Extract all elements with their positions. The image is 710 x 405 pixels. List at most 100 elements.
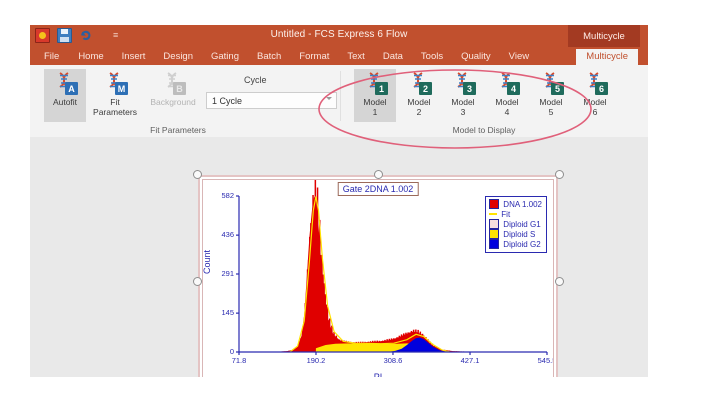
- x-tick-label: 71.8: [231, 356, 247, 365]
- tab-view[interactable]: View: [508, 51, 530, 62]
- app-icon[interactable]: [35, 28, 50, 43]
- dna-b-icon: B: [161, 71, 186, 95]
- cycle-caption: Cycle: [244, 75, 267, 85]
- tab-tools[interactable]: Tools: [420, 51, 444, 62]
- model-1-label-1: Model: [363, 97, 387, 107]
- cycle-select[interactable]: 1 Cycle: [206, 92, 337, 109]
- resize-handle-e[interactable]: [555, 277, 564, 286]
- legend-label-diploid-s: Diploid S: [503, 229, 536, 239]
- model-1-label-2: 1: [372, 107, 378, 117]
- model-2-label-1: Model: [407, 97, 431, 107]
- save-icon[interactable]: [57, 28, 72, 43]
- background-label: Background: [150, 97, 196, 107]
- chart-legend: DNA 1.002 Fit Diploid G1 Diploid S: [485, 196, 547, 253]
- x-tick-label: 190.2: [306, 356, 326, 365]
- fit-parameters-badge: M: [115, 82, 128, 95]
- tab-quality[interactable]: Quality: [461, 51, 491, 62]
- x-tick-label: 427.1: [460, 356, 480, 365]
- dna-3-icon: 3: [451, 71, 476, 95]
- model-3-label-1: Model: [451, 97, 475, 107]
- dna-a-icon: A: [53, 71, 78, 95]
- tab-data[interactable]: Data: [382, 51, 403, 62]
- model-5-label-2: 5: [548, 107, 554, 117]
- model-4-label-1: Model: [495, 97, 519, 107]
- legend-label-diploid-g1: Diploid G1: [503, 219, 541, 229]
- tab-format[interactable]: Format: [299, 51, 330, 62]
- dna-6-icon: 6: [583, 71, 608, 95]
- undo-icon[interactable]: [79, 29, 92, 42]
- autofit-badge: A: [65, 82, 78, 95]
- resize-handle-n[interactable]: [374, 170, 383, 179]
- tab-home[interactable]: Home: [78, 51, 104, 62]
- model-5-badge: 5: [551, 82, 564, 95]
- histogram-chart: [236, 180, 548, 355]
- legend-swatch-diploid-s: [489, 229, 500, 239]
- resize-handle-ne[interactable]: [555, 170, 564, 179]
- model-1-button[interactable]: 1 Model 1: [354, 69, 396, 122]
- ribbon-group-model-to-display: 1 Model 1 2 Model 2: [346, 65, 622, 137]
- y-tick-label: 291: [221, 269, 234, 278]
- model-4-badge: 4: [507, 82, 520, 95]
- model-6-button[interactable]: 6 Model 6: [574, 69, 616, 122]
- model-6-badge: 6: [595, 82, 608, 95]
- legend-swatch-fit: [489, 213, 498, 215]
- selection-frame-inner: [202, 179, 554, 377]
- model-5-button[interactable]: 5 Model 5: [530, 69, 572, 122]
- model-1-badge: 1: [375, 82, 388, 95]
- dna-4-icon: 4: [495, 71, 520, 95]
- x-tick-label: 308.6: [383, 356, 403, 365]
- resize-handle-w[interactable]: [193, 277, 202, 286]
- model-3-label-2: 3: [460, 107, 466, 117]
- autofit-label: Autofit: [52, 97, 78, 107]
- y-axis-label: Count: [203, 249, 212, 274]
- ribbon: A Autofit M Fit Parameters: [30, 65, 648, 138]
- tab-multicycle[interactable]: Multicycle: [576, 49, 638, 65]
- legend-item: Fit: [489, 209, 542, 219]
- model-4-button[interactable]: 4 Model 4: [486, 69, 528, 122]
- resize-handle-nw[interactable]: [193, 170, 202, 179]
- tab-text[interactable]: Text: [347, 51, 365, 62]
- x-tick-label: 545.5: [537, 356, 553, 365]
- fit-parameters-button[interactable]: M Fit Parameters: [93, 69, 137, 122]
- y-tick-label: 145: [221, 308, 234, 318]
- model-4-label-2: 4: [504, 107, 510, 117]
- legend-item: DNA 1.002: [489, 199, 542, 209]
- model-2-badge: 2: [419, 82, 432, 95]
- x-axis-label: PI: [373, 372, 383, 377]
- y-tick-label: 582: [221, 191, 234, 200]
- legend-item: Diploid G2: [489, 239, 542, 249]
- workspace[interactable]: Gate 2DNA 1.002 Count PI 0 145 291 436 582 7…: [30, 137, 648, 377]
- cycle-selected-value: 1 Cycle: [212, 95, 243, 106]
- legend-item: Diploid G1: [489, 219, 542, 229]
- model-3-button[interactable]: 3 Model 3: [442, 69, 484, 122]
- title-bar: ≡ Untitled - FCS Express 6 Flow Multicyc…: [30, 25, 648, 47]
- tab-gating[interactable]: Gating: [211, 51, 239, 62]
- plot-object[interactable]: Gate 2DNA 1.002 Count PI 0 145 291 436 582 7…: [193, 170, 564, 377]
- tab-design[interactable]: Design: [163, 51, 193, 62]
- application-window: ≡ Untitled - FCS Express 6 Flow Multicyc…: [30, 25, 648, 377]
- plot-canvas[interactable]: Gate 2DNA 1.002 Count PI 0 145 291 436 582 7…: [203, 180, 553, 377]
- dna-1-icon: 1: [363, 71, 388, 95]
- autofit-button[interactable]: A Autofit: [44, 69, 86, 122]
- ribbon-group-label-model-to-display: Model to Display: [452, 125, 516, 135]
- legend-label-diploid-g2: Diploid G2: [503, 239, 541, 249]
- model-2-button[interactable]: 2 Model 2: [398, 69, 440, 122]
- window-title: Untitled - FCS Express 6 Flow: [270, 29, 408, 40]
- tab-insert[interactable]: Insert: [121, 51, 146, 62]
- customize-quick-access-icon[interactable]: ≡: [113, 30, 119, 40]
- tab-batch[interactable]: Batch: [257, 51, 282, 62]
- dna-2-icon: 2: [407, 71, 432, 95]
- chevron-down-icon[interactable]: [326, 97, 332, 100]
- model-3-badge: 3: [463, 82, 476, 95]
- tab-file[interactable]: File: [44, 51, 60, 62]
- background-button[interactable]: B Background: [144, 69, 202, 122]
- y-tick-label: 0: [229, 347, 234, 356]
- quick-access-toolbar: ≡: [35, 28, 118, 43]
- ribbon-group-fit-parameters: A Autofit M Fit Parameters: [38, 65, 338, 137]
- model-6-label-1: Model: [583, 97, 607, 107]
- fit-parameters-label-1: Fit: [110, 97, 120, 107]
- chart-title: Gate 2DNA 1.002: [337, 182, 419, 196]
- background-badge: B: [173, 82, 186, 95]
- model-5-label-1: Model: [539, 97, 563, 107]
- legend-swatch-diploid-g1: [489, 219, 500, 229]
